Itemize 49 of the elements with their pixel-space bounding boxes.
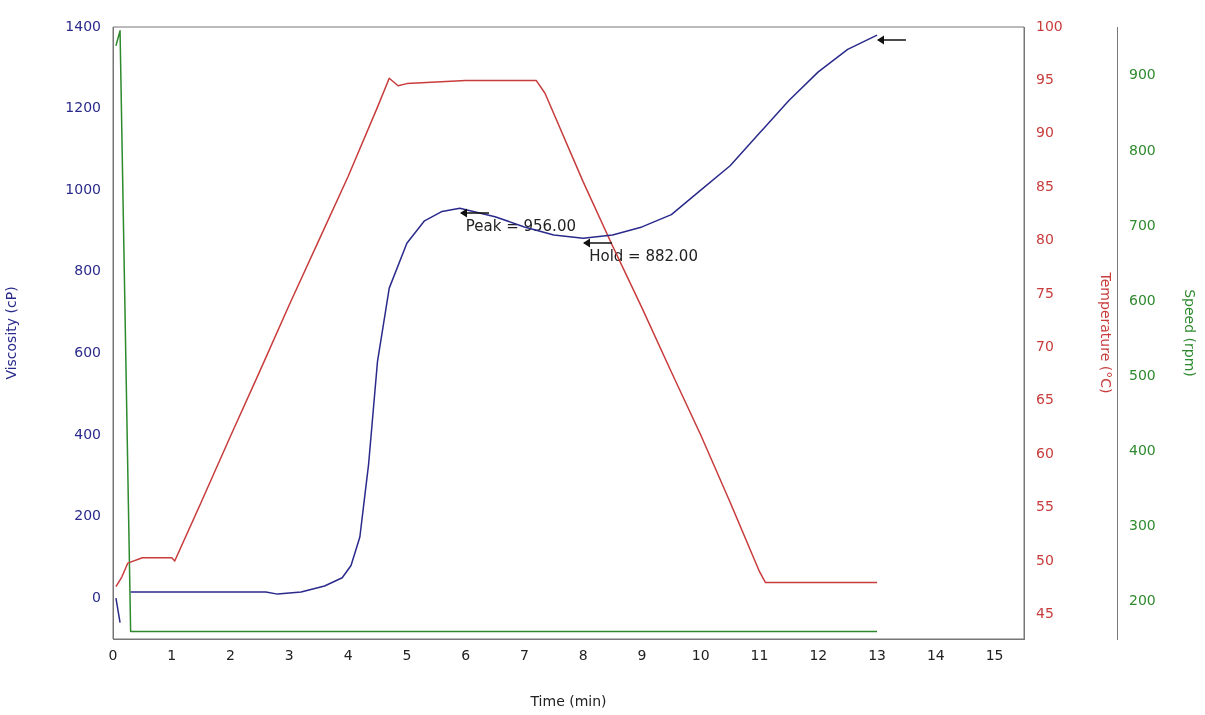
y2-tick-label: 55 — [1036, 498, 1054, 515]
x-tick-label: 4 — [343, 647, 353, 664]
x-tick-label: 0 — [108, 647, 118, 664]
x-tick-label: 3 — [284, 647, 294, 664]
y3-tick-label: 300 — [1129, 517, 1156, 533]
y2-tick-label: 100 — [1036, 17, 1063, 34]
y-tick-label: 400 — [74, 425, 101, 442]
y2-tick-label: 90 — [1036, 124, 1054, 141]
x-tick-label: 7 — [519, 647, 529, 664]
x-tick-label: 5 — [402, 647, 412, 664]
x-tick-label: 10 — [691, 647, 710, 664]
y-axis-title: Viscosity (cP) — [3, 286, 20, 380]
y2-tick-label: 70 — [1036, 338, 1054, 355]
x-tick-label: 14 — [926, 647, 945, 664]
y3-tick-label: 600 — [1129, 291, 1156, 308]
y-tick-label: 1400 — [65, 17, 101, 34]
annotation: Peak = 956.00 — [465, 217, 576, 236]
y2-tick-label: 75 — [1036, 284, 1054, 301]
y2-tick-label: 80 — [1036, 231, 1054, 248]
y2-tick-label: 65 — [1036, 391, 1054, 408]
x-tick-label: 8 — [578, 647, 588, 664]
y2-tick-label: 45 — [1036, 605, 1054, 622]
y-tick-label: 1000 — [65, 180, 101, 197]
y3-tick-label: 700 — [1129, 216, 1156, 233]
y3-tick-label: 500 — [1129, 366, 1156, 383]
x-tick-label: 6 — [461, 647, 471, 664]
x-tick-label: 15 — [985, 647, 1004, 664]
x-tick-label: 2 — [226, 647, 236, 664]
y-tick-label: 0 — [92, 588, 101, 605]
x-tick-label: 12 — [809, 647, 828, 664]
x-tick-label: 1 — [167, 647, 177, 664]
y3-tick-label: 400 — [1129, 441, 1156, 458]
y-tick-label: 200 — [74, 507, 101, 524]
y-tick-label: 1200 — [65, 99, 101, 116]
y3-axis-title: Speed (rpm) — [1181, 289, 1198, 377]
y-tick-label: 600 — [74, 344, 101, 361]
y-tick-label: 800 — [74, 262, 101, 279]
y2-tick-label: 85 — [1036, 177, 1054, 194]
x-tick-label: 11 — [750, 647, 769, 664]
x-tick-label: 13 — [868, 647, 886, 664]
y2-tick-label: 60 — [1036, 444, 1054, 461]
y2-axis-title: Temperature (°C) — [1097, 271, 1114, 394]
y2-tick-label: 50 — [1036, 551, 1054, 568]
y3-tick-label: 800 — [1129, 141, 1156, 158]
y3-tick-label: 900 — [1129, 66, 1156, 83]
x-tick-label: 9 — [637, 647, 647, 664]
x-axis-title: Time (min) — [529, 693, 607, 710]
y3-tick-label: 200 — [1129, 592, 1156, 609]
y2-tick-label: 95 — [1036, 71, 1054, 88]
